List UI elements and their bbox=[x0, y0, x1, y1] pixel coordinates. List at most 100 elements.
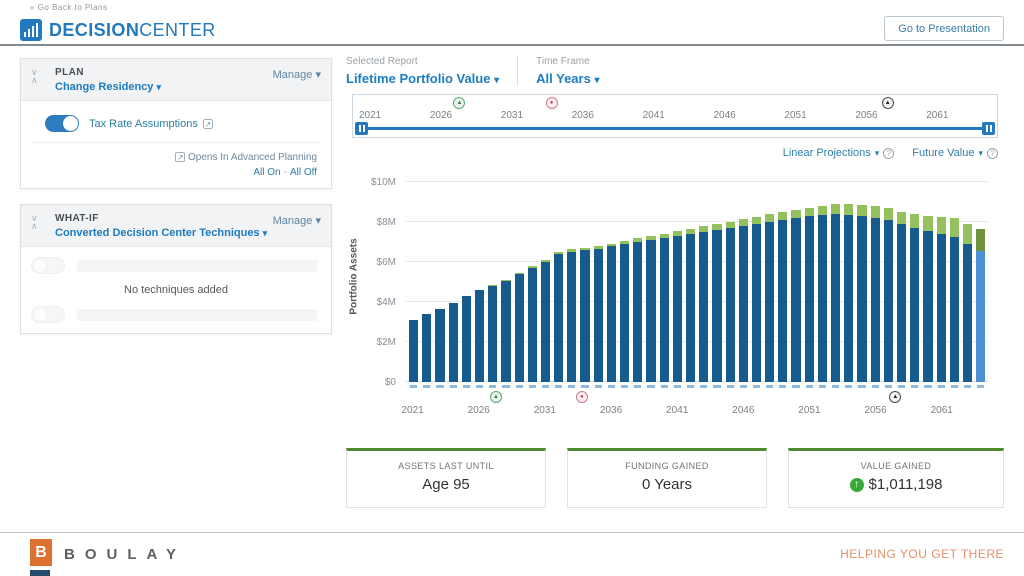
bar-2056[interactable] bbox=[870, 182, 880, 388]
bar-2053[interactable] bbox=[831, 182, 841, 388]
bar-portfolio-segment bbox=[765, 221, 775, 382]
bar-2030[interactable] bbox=[527, 182, 537, 388]
bar-2038[interactable] bbox=[633, 182, 643, 388]
chevron-up-icon: ∧ bbox=[31, 75, 38, 85]
plan-manage-dropdown[interactable]: Manage ▾ bbox=[273, 68, 321, 81]
bar-2047[interactable] bbox=[751, 182, 762, 388]
bar-2062[interactable] bbox=[949, 182, 959, 388]
chevron-down-icon: ∨ bbox=[31, 67, 38, 77]
help-icon[interactable]: ? bbox=[883, 147, 895, 159]
bar-2021[interactable] bbox=[409, 182, 419, 388]
bar-gain-segment bbox=[554, 251, 564, 254]
bar-2022[interactable] bbox=[422, 182, 432, 388]
tax-rate-assumptions-toggle[interactable] bbox=[45, 115, 79, 132]
advanced-planning-label: Opens In Advanced Planning bbox=[188, 152, 317, 163]
timeline-year-2036: 2036 bbox=[571, 110, 594, 121]
bar-gain-segment bbox=[870, 206, 880, 218]
timeline-marker-event-green[interactable]: ▲ bbox=[453, 97, 466, 109]
bar-2057[interactable] bbox=[883, 182, 893, 388]
whatif-manage-dropdown[interactable]: Manage ▾ bbox=[273, 214, 321, 227]
plan-scenario-dropdown[interactable]: Change Residency ▾ bbox=[55, 81, 321, 93]
opens-in-advanced-planning-link[interactable]: ↗ Opens In Advanced Planning bbox=[31, 152, 317, 163]
bar-2033[interactable] bbox=[567, 182, 577, 388]
timeline-track[interactable] bbox=[361, 127, 989, 130]
help-icon[interactable]: ? bbox=[987, 147, 998, 159]
bar-2051[interactable] bbox=[804, 182, 814, 388]
bar-2042[interactable] bbox=[685, 182, 696, 388]
gridline-2 bbox=[406, 341, 988, 342]
plan-collapse-control[interactable]: ∨ ∧ bbox=[31, 67, 38, 85]
link-separator: - bbox=[283, 167, 287, 178]
timeline-marker-event-red[interactable]: ● bbox=[575, 391, 588, 403]
gridline-10 bbox=[406, 181, 988, 182]
whatif-collapse-control[interactable]: ∨ ∧ bbox=[31, 214, 38, 231]
selected-report-dropdown[interactable]: Lifetime Portfolio Value ▾ bbox=[346, 71, 499, 86]
future-value-dropdown[interactable]: Future Value ▾? bbox=[912, 147, 998, 159]
bar-2061[interactable] bbox=[936, 182, 946, 388]
value-gained-label: VALUE GAINED bbox=[860, 461, 932, 471]
timeline-year-2026: 2026 bbox=[429, 110, 453, 121]
decision-center-logo: DECISIONCENTER bbox=[20, 19, 216, 41]
bar-2026[interactable] bbox=[474, 182, 485, 388]
bar-2029[interactable] bbox=[514, 182, 524, 388]
bar-gain-segment bbox=[804, 207, 814, 217]
back-icon: « bbox=[30, 3, 35, 12]
timeline-marker-event-red[interactable]: ● bbox=[545, 97, 558, 109]
bar-portfolio-segment bbox=[751, 223, 762, 382]
go-to-presentation-button[interactable]: Go to Presentation bbox=[884, 16, 1004, 41]
time-frame-dropdown[interactable]: All Years ▾ bbox=[536, 71, 599, 86]
bar-2037[interactable] bbox=[620, 182, 630, 388]
timeline-year-2051: 2051 bbox=[784, 110, 807, 121]
tax-rate-assumptions-label[interactable]: Tax Rate Assumptions bbox=[89, 117, 198, 130]
bar-2043[interactable] bbox=[699, 182, 709, 388]
timeline-slider[interactable]: 2021 2026 2031 2036 2041 2046 2051 2056 2061 ▲ ● ▲ bbox=[352, 94, 998, 138]
y-tick-label: $4M bbox=[376, 297, 396, 308]
bar-2023[interactable] bbox=[435, 182, 445, 388]
x-tick-label-2056: 2056 bbox=[864, 405, 887, 416]
whatif-scenario-dropdown[interactable]: Converted Decision Center Techniques ▾ bbox=[55, 227, 321, 239]
linear-projections-dropdown[interactable]: Linear Projections ▾? bbox=[783, 147, 895, 159]
timeline-marker-event-black[interactable]: ▲ bbox=[889, 391, 902, 403]
bar-gain-segment bbox=[659, 233, 669, 238]
bar-2025[interactable] bbox=[461, 182, 471, 388]
external-link-icon[interactable]: ↗ bbox=[202, 118, 213, 129]
bar-2048[interactable] bbox=[765, 182, 775, 388]
caret-down-icon: ▾ bbox=[315, 215, 321, 227]
bar-2052[interactable] bbox=[817, 182, 827, 388]
timeline-marker-event-black[interactable]: ▲ bbox=[881, 97, 894, 109]
timeline-start-handle[interactable] bbox=[355, 122, 368, 135]
bar-2059[interactable] bbox=[910, 182, 920, 388]
bar-2064[interactable] bbox=[976, 182, 986, 388]
bar-2024[interactable] bbox=[448, 182, 458, 388]
bar-portfolio-segment bbox=[738, 225, 748, 382]
bar-2034[interactable] bbox=[580, 182, 590, 388]
bar-2058[interactable] bbox=[896, 182, 907, 388]
go-back-to-plans-link[interactable]: « Go Back to Plans bbox=[30, 3, 108, 12]
bar-2044[interactable] bbox=[712, 182, 722, 388]
bar-2045[interactable] bbox=[725, 182, 735, 388]
all-off-link[interactable]: All Off bbox=[289, 167, 317, 178]
bar-2035[interactable] bbox=[593, 182, 603, 388]
bar-2060[interactable] bbox=[923, 182, 933, 388]
bar-2039[interactable] bbox=[646, 182, 656, 388]
bar-2032[interactable] bbox=[554, 182, 564, 388]
all-on-link[interactable]: All On bbox=[253, 167, 281, 178]
timeline-marker-event-green[interactable]: ▲ bbox=[489, 391, 502, 403]
bar-2055[interactable] bbox=[857, 182, 867, 388]
bottom-edge-artifact bbox=[30, 570, 50, 576]
bar-2050[interactable] bbox=[791, 182, 801, 388]
x-tick-label-2061: 2061 bbox=[930, 405, 953, 416]
placeholder-toggle bbox=[31, 257, 65, 274]
bar-2040[interactable] bbox=[659, 182, 669, 388]
bar-2063[interactable] bbox=[962, 182, 973, 388]
bar-2041[interactable] bbox=[672, 182, 682, 388]
timeline-end-handle[interactable] bbox=[982, 122, 995, 135]
bar-2027[interactable] bbox=[488, 182, 498, 388]
bar-2054[interactable] bbox=[844, 182, 854, 388]
bar-2046[interactable] bbox=[738, 182, 748, 388]
bar-2028[interactable] bbox=[501, 182, 511, 388]
bar-2031[interactable] bbox=[540, 182, 551, 388]
funding-gained-card: FUNDING GAINED 0 Years bbox=[567, 448, 767, 508]
bar-2049[interactable] bbox=[778, 182, 788, 388]
bar-2036[interactable] bbox=[606, 182, 616, 388]
